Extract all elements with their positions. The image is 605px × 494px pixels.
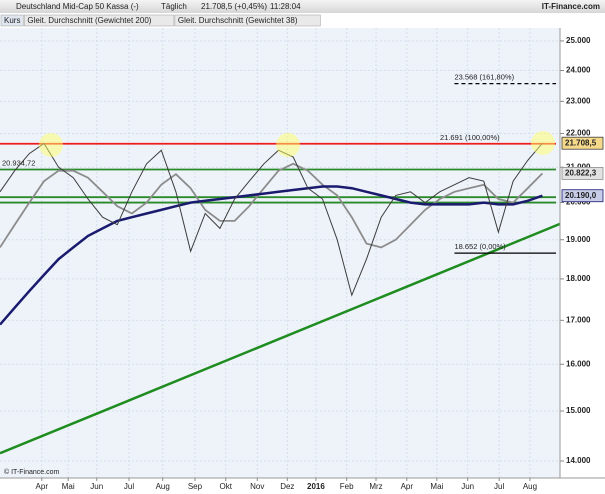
y-tick-label: 25.000 — [566, 36, 591, 45]
legend-tab — [174, 14, 321, 27]
x-tick-label: Dez — [280, 482, 294, 491]
y-tick-label: 18.000 — [566, 274, 591, 283]
x-tick-label: Feb — [340, 482, 354, 491]
level-label: 23.568 (161,80%) — [454, 73, 514, 82]
legend-entry: Gleit. Durchschnitt (Gewichtet 200) — [27, 16, 151, 25]
brand: IT-Finance.com — [542, 2, 600, 11]
x-tick-label: Jun — [461, 482, 474, 491]
x-tick-label: Mai — [430, 482, 443, 491]
x-tick-label: Aug — [156, 482, 170, 491]
x-tick-label: Mai — [62, 482, 75, 491]
highlight — [531, 131, 555, 155]
series-line — [0, 142, 543, 297]
last-value-label: 20.190,0 — [565, 191, 597, 200]
x-tick-label: Sep — [188, 482, 203, 491]
x-tick-label: Aug — [523, 482, 537, 491]
last-value-box — [561, 189, 604, 203]
x-tick-label: 2016 — [307, 482, 325, 491]
y-tick-label: 21.000 — [566, 162, 591, 171]
series-line — [0, 185, 543, 326]
x-tick-label: Okt — [220, 482, 233, 491]
y-tick-label: 17.000 — [566, 315, 591, 324]
x-tick-label: Apr — [36, 482, 49, 491]
last-value-box — [561, 136, 604, 150]
level-label: 20.934,72 — [2, 158, 35, 167]
x-tick-label: Jul — [494, 482, 504, 491]
interval: Täglich — [161, 2, 187, 11]
time: 11:28:04 — [270, 2, 301, 11]
last-value-label: 20.822,3 — [565, 169, 597, 178]
highlight — [39, 133, 63, 157]
highlight — [276, 133, 300, 157]
legend-tab — [24, 14, 175, 27]
y-tick-label: 23.000 — [566, 96, 591, 105]
y-tick-label: 22.000 — [566, 129, 591, 138]
x-tick-label: Nov — [250, 482, 264, 491]
x-tick-label: Jul — [124, 482, 134, 491]
trendline — [0, 222, 561, 455]
last-value-label: 21.708,5 — [565, 138, 597, 147]
y-tick-label: 24.000 — [566, 66, 591, 75]
quote: 21.708,5 (+0,45%) — [201, 2, 267, 11]
x-tick-label: Mrz — [369, 482, 382, 491]
y-tick-label: 19.000 — [566, 235, 591, 244]
y-tick-label: 20.000 — [566, 198, 591, 207]
level-label: 18.652 (0,00%) — [454, 242, 506, 251]
legend-entry: Gleit. Durchschnitt (Gewichtet 38) — [178, 16, 298, 25]
x-tick-label: Apr — [401, 482, 414, 491]
x-tick-label: Jun — [90, 482, 103, 491]
y-tick-label: 15.000 — [566, 406, 591, 415]
y-tick-label: 14.000 — [566, 456, 591, 465]
series-line — [0, 162, 544, 249]
title: Deutschland Mid-Cap 50 Kassa (-) — [16, 2, 139, 11]
header-bar — [0, 0, 605, 13]
legend-entry: Kurs — [4, 16, 20, 25]
y-tick-label: 16.000 — [566, 359, 591, 368]
footer: © IT-Finance.com — [4, 468, 60, 476]
level-label: 21.691 (100,00%) — [440, 133, 500, 142]
legend-tab — [0, 14, 24, 27]
last-value-box — [561, 166, 604, 180]
